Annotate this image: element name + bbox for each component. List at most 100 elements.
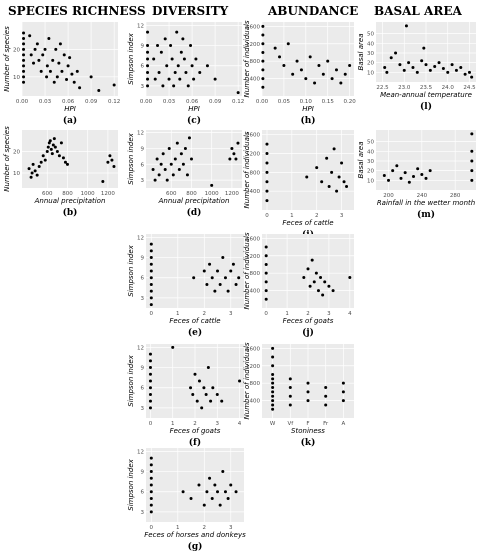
data-point — [185, 173, 189, 177]
y-tick-label: 40 — [367, 149, 374, 155]
x-tick-label: 2 — [203, 311, 207, 317]
data-point — [43, 158, 47, 162]
data-point — [324, 394, 328, 398]
data-point — [459, 65, 463, 69]
data-point — [470, 132, 474, 136]
data-point — [399, 176, 403, 180]
data-point — [327, 284, 331, 288]
y-tick-label: 20 — [367, 61, 374, 67]
panel-i: 0 1 2 3 400 800 1200 1600 Feces of cattle Number … — [243, 128, 358, 240]
data-point — [153, 178, 157, 182]
data-point — [236, 141, 240, 145]
y-tick-label: 6 — [141, 162, 145, 168]
data-point — [22, 75, 26, 79]
data-point — [306, 390, 310, 394]
panel-label: (c) — [187, 115, 201, 126]
data-point — [271, 399, 275, 403]
scatter-chart-m: 200 240 280 10 20 30 40 50 Rainfall in the wette… — [357, 130, 476, 220]
data-point — [89, 75, 93, 79]
data-point — [35, 42, 39, 46]
data-point — [35, 173, 39, 177]
data-point — [420, 59, 424, 63]
data-point — [163, 37, 167, 41]
data-point — [218, 503, 222, 507]
data-point — [22, 58, 26, 62]
data-point — [416, 167, 420, 171]
data-point — [22, 31, 26, 35]
data-point — [213, 289, 217, 293]
data-point — [193, 372, 197, 376]
data-point — [304, 77, 308, 81]
data-point — [261, 59, 265, 63]
data-point — [173, 157, 177, 161]
y-tick-label: 1200 — [246, 364, 260, 370]
data-point — [149, 276, 153, 280]
data-point — [110, 158, 114, 162]
data-point — [404, 24, 408, 28]
x-tick-label: 240 — [417, 193, 428, 199]
x-tick-label: 4 — [238, 421, 242, 427]
data-point — [306, 399, 310, 403]
data-point — [59, 141, 63, 145]
data-point — [424, 176, 428, 180]
data-point — [41, 53, 45, 57]
panel-k: W Vf F Fr A 400 800 1200 1600 Stoniness Number of … — [243, 342, 358, 448]
data-point — [108, 154, 112, 158]
data-point — [278, 55, 282, 59]
data-point — [264, 262, 268, 266]
y-tick-label: 3 — [141, 510, 145, 516]
x-axis-label: Feces of horses and donkeys — [144, 531, 246, 539]
data-point — [146, 70, 150, 74]
x-tick-label: W — [270, 421, 276, 427]
data-point — [29, 53, 33, 57]
y-axis-label: Simpson index — [127, 244, 135, 296]
data-point — [220, 399, 224, 403]
data-point — [161, 152, 165, 156]
data-point — [175, 30, 179, 34]
data-point — [415, 70, 419, 74]
scatter-chart-h: 0.00 0.05 0.10 0.15 0.20 400 800 1200 1600 HPI Num… — [243, 20, 356, 126]
data-point — [175, 141, 179, 145]
y-tick-label: 6 — [141, 64, 145, 70]
data-point — [78, 86, 82, 90]
data-point — [261, 50, 265, 54]
panel-label: (j) — [302, 327, 314, 338]
data-point — [210, 276, 214, 280]
y-tick-label: 9 — [141, 44, 145, 50]
data-point — [192, 77, 196, 81]
data-point — [286, 42, 290, 46]
data-point — [165, 64, 169, 68]
data-point — [37, 58, 41, 62]
scatter-chart-l: 22.5 23.0 23.5 24.0 24.5 10 20 30 40 50 Mean-annua… — [357, 22, 476, 112]
x-tick-label: 0.12 — [108, 99, 120, 105]
y-tick-label: 1600 — [246, 346, 260, 352]
data-point — [187, 136, 191, 140]
data-point — [326, 59, 330, 63]
data-point — [153, 77, 157, 81]
data-point — [216, 269, 220, 273]
data-point — [112, 83, 116, 87]
data-point — [261, 24, 265, 28]
data-point — [48, 69, 52, 73]
data-point — [463, 72, 467, 76]
x-tick-label: Vf — [287, 421, 294, 427]
data-point — [181, 490, 185, 494]
x-tick-label: 800 — [186, 191, 197, 197]
data-point — [264, 254, 268, 258]
panel-label: (k) — [301, 437, 316, 448]
y-tick-label: 6 — [141, 276, 145, 282]
data-point — [271, 403, 275, 407]
y-axis-label: Number of species — [3, 26, 11, 92]
x-tick-label: 2 — [193, 421, 197, 427]
data-point — [341, 381, 345, 385]
x-axis-label: HPI — [64, 105, 76, 113]
x-axis-label: HPI — [188, 105, 200, 113]
x-tick-label: 0.15 — [322, 99, 335, 105]
data-point — [211, 386, 215, 390]
y-tick-label: 10 — [367, 178, 374, 184]
data-point — [146, 57, 150, 61]
data-point — [149, 262, 153, 266]
y-tick-label: 3 — [141, 296, 145, 302]
data-point — [148, 352, 152, 356]
